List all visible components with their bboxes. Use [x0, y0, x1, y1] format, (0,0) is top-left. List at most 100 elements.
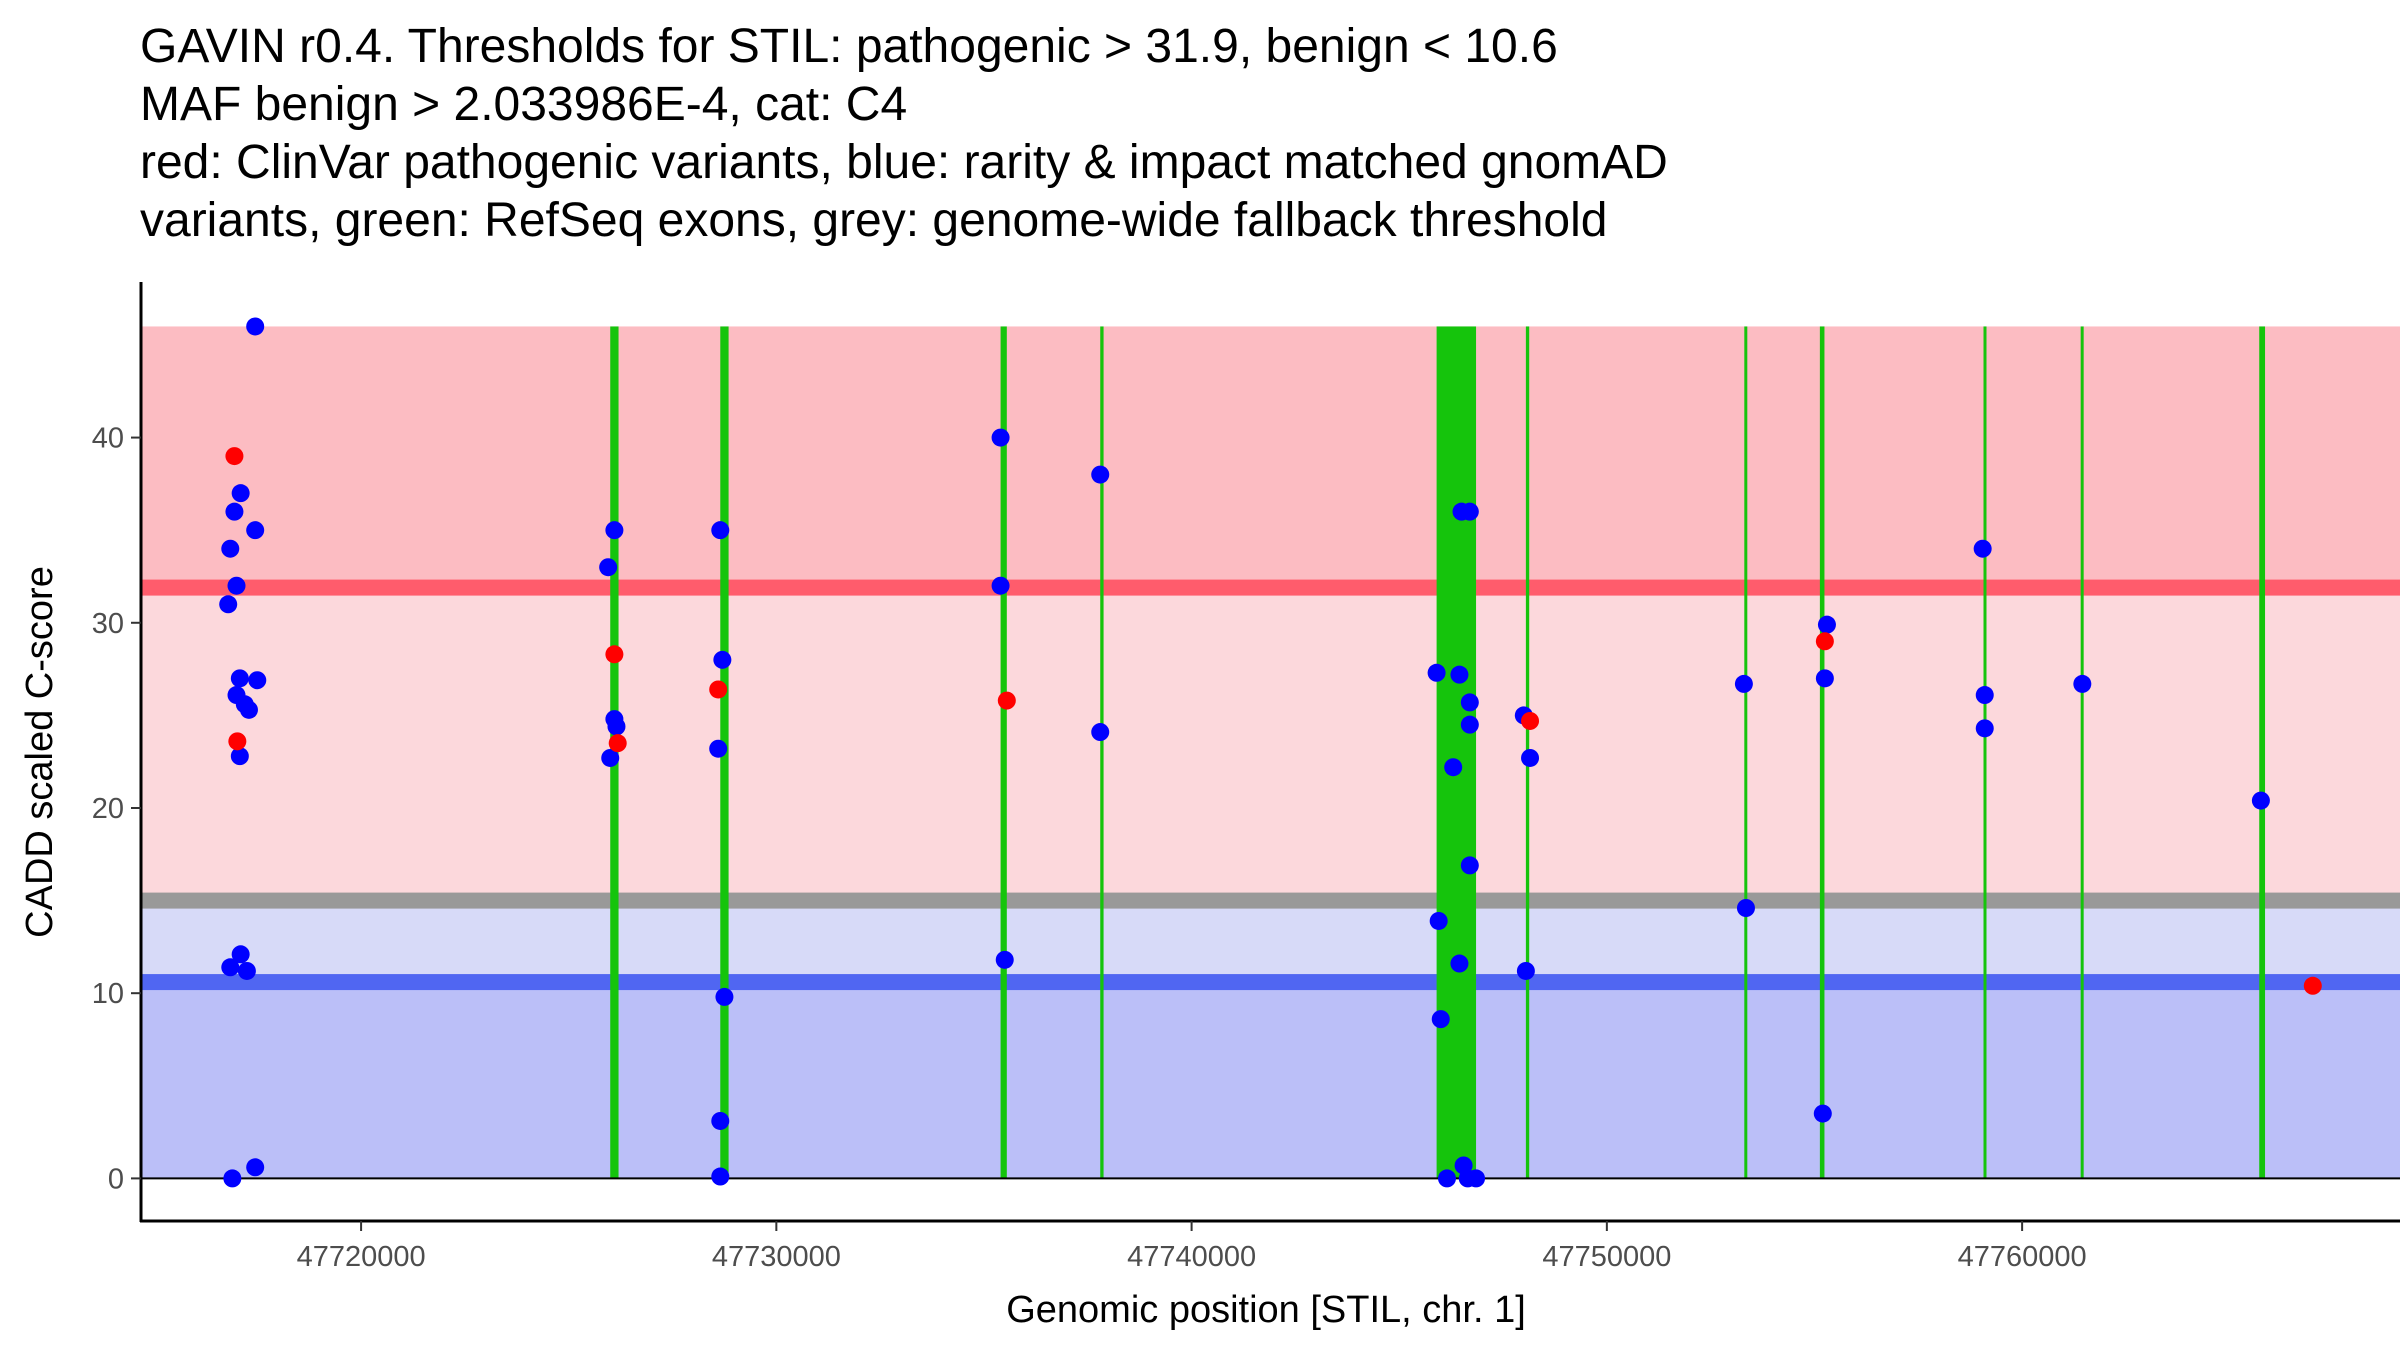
y-tick-label: 0: [108, 1163, 124, 1195]
gnomad-variant-point: [601, 748, 620, 767]
y-tick-label: 10: [92, 978, 124, 1010]
gnomad-variant-point: [1460, 856, 1479, 875]
gnomad-variant-point: [1516, 961, 1535, 980]
gnomad-variant-point: [246, 317, 265, 336]
gnomad-variant-point: [1460, 715, 1479, 734]
x-tick-label: 47740000: [1127, 1241, 1256, 1273]
title-line-3: red: ClinVar pathogenic variants, blue: …: [140, 136, 1668, 189]
gnomad-variant-point: [711, 1111, 730, 1130]
gnomad-variant-point: [1734, 674, 1753, 693]
gnomad-variant-point: [2251, 791, 2270, 810]
x-tick-label: 47730000: [712, 1241, 841, 1273]
gnomad-variant-point: [1467, 1169, 1486, 1188]
gnomad-variant-point: [711, 1167, 730, 1186]
chart-title: GAVIN r0.4. Thresholds for STIL: pathoge…: [140, 18, 1668, 250]
gnomad-variant-point: [991, 576, 1010, 595]
gnomad-variant-point: [1975, 719, 1994, 738]
pathogenic-threshold-line: [141, 579, 2400, 596]
gnomad-variant-point: [709, 739, 728, 758]
gnomad-variant-point: [599, 558, 618, 577]
gnomad-variant-point: [239, 700, 258, 719]
gnomad-variant-point: [1736, 899, 1755, 917]
gnomad-variant-point: [231, 945, 250, 964]
gnomad-variant-point: [246, 1158, 265, 1177]
benign-zone: [141, 982, 2400, 1179]
clinvar-pathogenic-point: [1815, 632, 1834, 651]
exon-bar: [1983, 326, 1987, 1179]
gnomad-variant-point: [1460, 693, 1479, 712]
clinvar-pathogenic-point: [2303, 976, 2322, 995]
variant-points: [219, 317, 2322, 1188]
gnomad-variant-point: [1450, 665, 1469, 684]
clinvar-pathogenic-point: [1521, 711, 1540, 730]
y-axis-title: CADD scaled C-score: [19, 566, 61, 938]
gnomad-variant-point: [1817, 615, 1836, 634]
gnomad-variant-point: [1091, 465, 1110, 484]
intermediate-zone: [141, 587, 2400, 901]
gnomad-variant-point: [713, 650, 732, 669]
gnomad-variant-point: [230, 669, 249, 688]
x-tick-label: 47750000: [1542, 1241, 1671, 1273]
gnomad-variant-point: [237, 961, 256, 980]
x-tick-label: 47760000: [1958, 1241, 2087, 1273]
y-tick-label: 30: [92, 608, 124, 640]
gnomad-variant-point: [221, 539, 240, 558]
gnomad-variant-point: [221, 958, 240, 977]
x-tick-label: 47720000: [297, 1241, 426, 1273]
threshold-bands: [141, 326, 2400, 1179]
clinvar-pathogenic-point: [225, 447, 244, 466]
clinvar-pathogenic-point: [605, 645, 624, 664]
gnomad-variant-point: [1460, 502, 1479, 521]
clinvar-pathogenic-point: [608, 734, 627, 753]
gnomad-variant-point: [1431, 1010, 1450, 1029]
clinvar-pathogenic-point: [228, 732, 247, 751]
gnomad-variant-point: [605, 521, 624, 540]
gnomad-variant-point: [223, 1169, 242, 1188]
gnomad-variant-point: [607, 717, 626, 736]
gnomad-variant-point: [2073, 674, 2092, 693]
axes: [139, 282, 2400, 1223]
gnomad-variant-point: [711, 521, 730, 540]
pathogenic-zone: [141, 326, 2400, 588]
exon-bar: [1744, 326, 1748, 1179]
y-tick-label: 40: [92, 423, 124, 455]
gnomad-variant-point: [1429, 911, 1448, 930]
gnomad-variant-point: [995, 950, 1014, 969]
gnomad-variant-point: [230, 747, 249, 766]
gnomad-variant-point: [1975, 686, 1994, 705]
gnomad-variant-point: [227, 576, 246, 595]
gnomad-variant-point: [1973, 539, 1992, 558]
clinvar-pathogenic-point: [709, 680, 728, 699]
fallback-threshold-line: [141, 892, 2400, 909]
gnomad-variant-point: [1521, 748, 1540, 767]
gnomad-variant-point: [1091, 723, 1110, 742]
title-line-4: variants, green: RefSeq exons, grey: gen…: [140, 194, 1608, 247]
clinvar-pathogenic-point: [997, 691, 1016, 710]
gnomad-variant-point: [1813, 1104, 1832, 1123]
exon-bar: [2080, 326, 2084, 1179]
fallback-zone: [141, 900, 2400, 983]
axis-ticks: 47720000 47730000 47740000 47750000 47760000…: [92, 423, 2087, 1273]
gnomad-variant-point: [715, 987, 734, 1006]
gnomad-variant-point: [231, 484, 250, 503]
gnomad-variant-point: [246, 521, 265, 540]
exon-bar: [1436, 326, 1477, 1179]
gnomad-variant-point: [1437, 1169, 1456, 1188]
benign-threshold-line: [141, 974, 2400, 991]
exon-bar: [1819, 326, 1825, 1179]
gnomad-variant-point: [219, 595, 238, 614]
gnomad-variant-point: [248, 671, 267, 690]
gnomad-variant-point: [1427, 663, 1446, 682]
exon-bar: [2259, 326, 2266, 1179]
gnomad-variant-point: [1450, 954, 1469, 973]
exon-bar: [1100, 326, 1104, 1179]
title-line-1: GAVIN r0.4. Thresholds for STIL: pathoge…: [140, 20, 1558, 73]
gnomad-variant-point: [991, 428, 1010, 447]
x-axis-title: Genomic position [STIL, chr. 1]: [1006, 1289, 1526, 1331]
exon-bar: [1000, 326, 1007, 1179]
gnomad-variant-point: [1444, 758, 1463, 777]
y-tick-label: 20: [92, 793, 124, 825]
gnomad-variant-point: [225, 502, 244, 521]
gnomad-variant-point: [1815, 669, 1834, 688]
